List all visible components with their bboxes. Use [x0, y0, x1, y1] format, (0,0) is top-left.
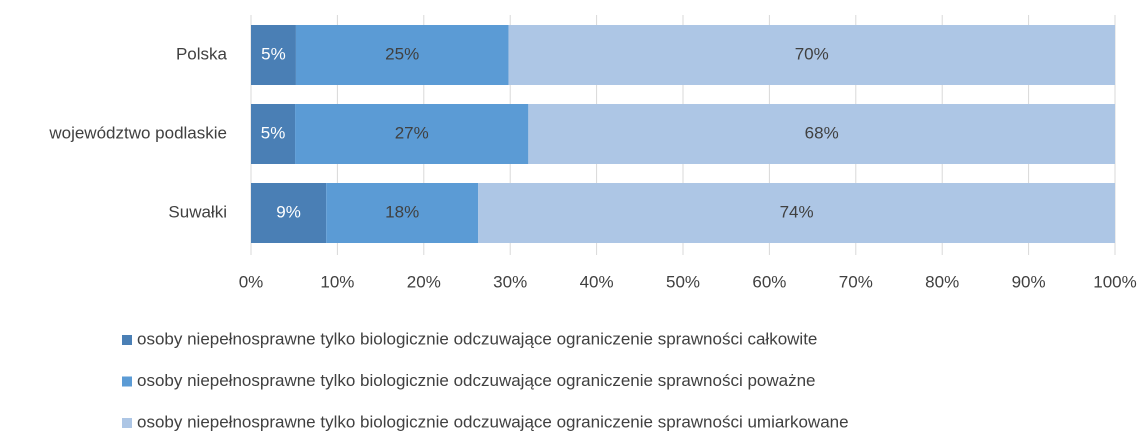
- bar-segment: [295, 25, 509, 85]
- x-tick-label: 20%: [407, 272, 441, 291]
- bar-segment: [251, 25, 296, 85]
- data-label: 70%: [795, 44, 829, 63]
- data-label: 68%: [805, 123, 839, 142]
- bar-segment: [251, 183, 327, 243]
- legend-label: osoby niepełnosprawne tylko biologicznie…: [137, 329, 817, 348]
- x-tick-label: 50%: [666, 272, 700, 291]
- x-tick-label: 40%: [580, 272, 614, 291]
- bar-segment: [478, 183, 1115, 243]
- bar-segment: [251, 104, 296, 164]
- y-tick-label: Suwałki: [168, 202, 227, 221]
- bar-segment: [295, 104, 529, 164]
- bar-segment: [508, 25, 1115, 85]
- bar-segment: [528, 104, 1115, 164]
- data-label: 5%: [261, 44, 286, 63]
- legend-swatch: [122, 335, 132, 345]
- data-label: 18%: [385, 202, 419, 221]
- data-label: 74%: [780, 202, 814, 221]
- x-tick-label: 70%: [839, 272, 873, 291]
- data-label: 5%: [261, 123, 286, 142]
- legend-label: osoby niepełnosprawne tylko biologicznie…: [137, 371, 816, 390]
- x-tick-label: 80%: [925, 272, 959, 291]
- legend-swatch: [122, 376, 132, 387]
- x-tick-label: 30%: [493, 272, 527, 291]
- y-tick-label: województwo podlaskie: [48, 123, 227, 142]
- bar-segment: [326, 183, 479, 243]
- x-tick-label: 100%: [1093, 272, 1136, 291]
- legend-label: osoby niepełnosprawne tylko biologicznie…: [137, 412, 849, 431]
- y-tick-label: Polska: [176, 44, 228, 63]
- data-label: 27%: [395, 123, 429, 142]
- legend-swatch: [122, 418, 132, 428]
- x-tick-label: 90%: [1012, 272, 1046, 291]
- data-label: 9%: [276, 202, 301, 221]
- x-tick-label: 10%: [320, 272, 354, 291]
- x-tick-label: 60%: [752, 272, 786, 291]
- data-label: 25%: [385, 44, 419, 63]
- x-tick-label: 0%: [239, 272, 264, 291]
